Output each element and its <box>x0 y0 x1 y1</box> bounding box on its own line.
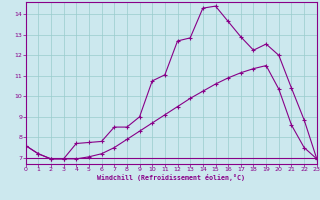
X-axis label: Windchill (Refroidissement éolien,°C): Windchill (Refroidissement éolien,°C) <box>97 174 245 181</box>
